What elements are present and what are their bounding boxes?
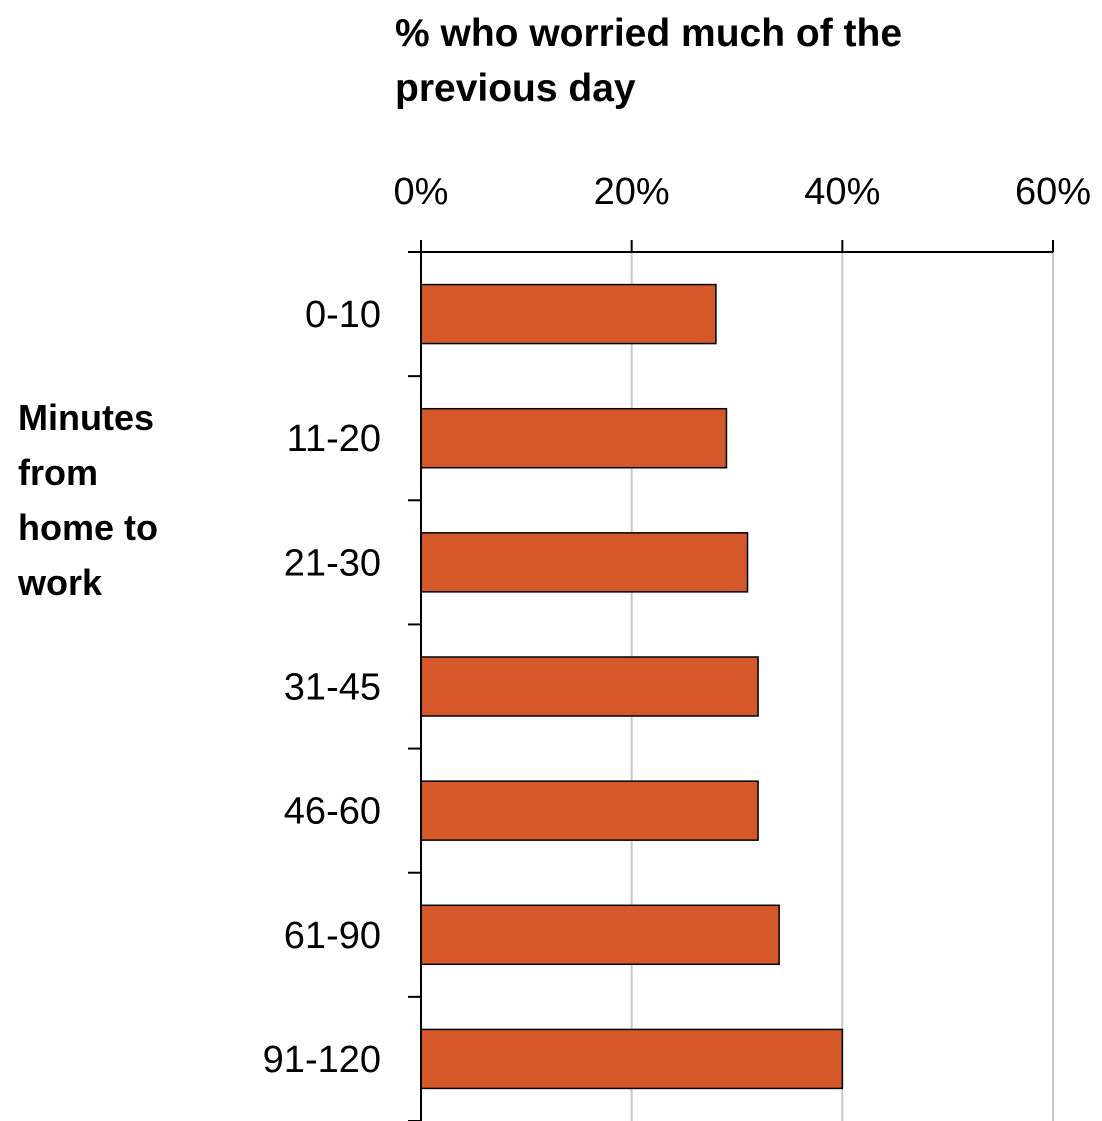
category-label-61-90: 61-90: [284, 915, 381, 957]
bar-91-120: [420, 1028, 844, 1090]
chart-title-line-1: % who worried much of the: [395, 12, 902, 55]
category-label-0-10: 0-10: [305, 294, 381, 336]
category-label-21-30: 21-30: [284, 542, 381, 584]
axes: [408, 240, 1053, 1121]
x-tick-label-60: 60%: [1015, 171, 1091, 213]
category-label-31-45: 31-45: [284, 667, 381, 709]
bar-0-10: [420, 283, 717, 345]
bar-61-90: [420, 904, 780, 966]
x-tick-label-20: 20%: [594, 171, 670, 213]
chart-title-line-2: previous day: [395, 67, 636, 110]
x-tick-label-40: 40%: [804, 171, 880, 213]
category-label-11-20: 11-20: [287, 418, 381, 460]
bars: [420, 283, 844, 1090]
y-axis-label-line-3: home to: [18, 507, 158, 548]
bar-21-30: [420, 532, 749, 593]
y-axis-label-line-1: Minutes: [18, 397, 154, 438]
bar-46-60: [420, 780, 759, 841]
x-axis-ticks: 0% 20% 40% 60%: [394, 171, 1091, 252]
category-label-46-60: 46-60: [284, 791, 381, 833]
x-tick-label-0: 0%: [394, 171, 449, 213]
category-label-91-120: 91-120: [263, 1039, 381, 1081]
y-axis-label-line-4: work: [17, 562, 103, 603]
bar-11-20: [420, 407, 728, 469]
y-axis-label-line-2: from: [18, 452, 98, 493]
category-labels: 0-10 11-20 21-30 31-45 46-60 61-90 91-120: [263, 294, 381, 1081]
bar-31-45: [420, 656, 759, 717]
